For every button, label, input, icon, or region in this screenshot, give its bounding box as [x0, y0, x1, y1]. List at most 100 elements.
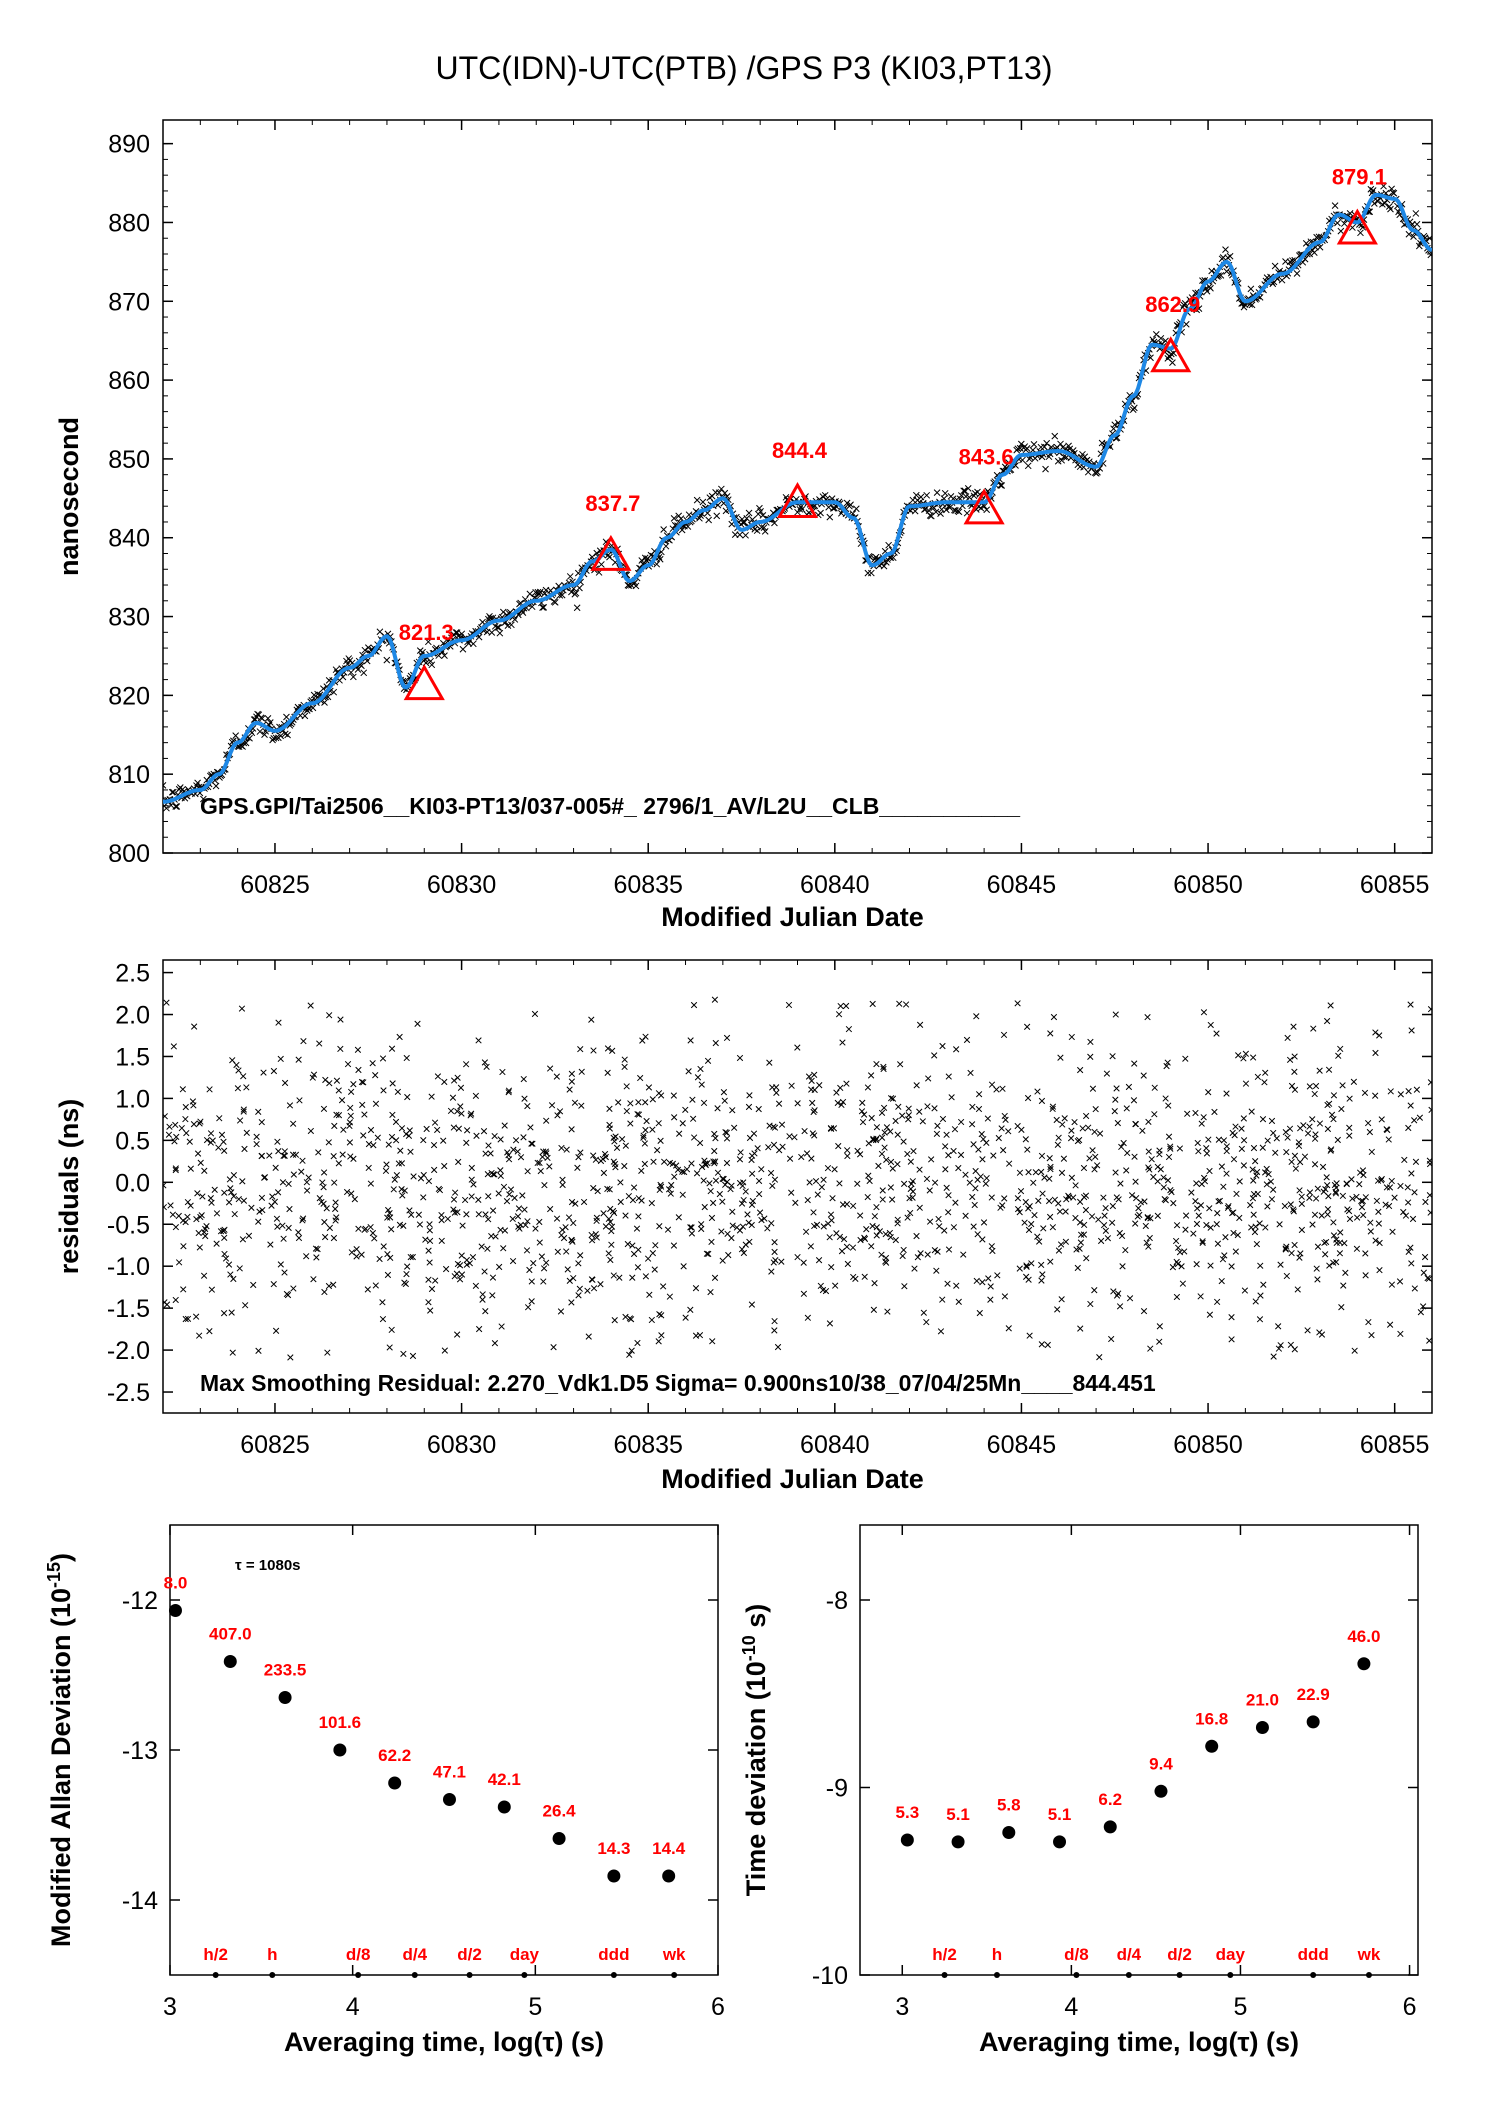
mdev-period-dot: [610, 1972, 617, 1978]
residual-point: [737, 1149, 744, 1156]
residual-point: [625, 1192, 632, 1200]
residual-point: [364, 1286, 371, 1293]
residual-point: [675, 1214, 682, 1221]
residual-point: [639, 1037, 646, 1044]
residual-point: [386, 1214, 394, 1221]
residual-point: [829, 1195, 836, 1202]
mdev-ytick-label: -12: [122, 1587, 158, 1615]
residual-point: [1322, 1185, 1329, 1193]
residual-point: [248, 1204, 255, 1211]
tdev-xlabel: Averaging time, log(τ) (s): [979, 2027, 1299, 2057]
residual-point: [630, 1184, 638, 1191]
residual-point: [1349, 1195, 1356, 1202]
residual-point: [973, 1277, 980, 1285]
tdev-period-dot: [1125, 1972, 1132, 1978]
residual-point: [1321, 1239, 1328, 1247]
residual-point: [1133, 1194, 1140, 1202]
residual-point: [1425, 1275, 1432, 1282]
residual-point: [570, 1219, 577, 1227]
residual-point: [714, 1169, 722, 1176]
residual-point: [592, 1156, 599, 1163]
residual-point: [1254, 1073, 1262, 1081]
residual-point: [550, 1344, 557, 1351]
residual-point: [661, 1158, 668, 1165]
residual-point: [604, 1185, 611, 1193]
residual-point: [714, 1105, 721, 1112]
residual-point: [517, 1154, 525, 1161]
residual-point: [1359, 1197, 1366, 1205]
residual-point: [1330, 1092, 1338, 1099]
residual-point: [270, 1280, 277, 1288]
residual-point: [280, 1152, 287, 1160]
residual-point: [372, 1072, 379, 1079]
residual-point: [403, 1130, 410, 1138]
residual-point: [1182, 1055, 1189, 1062]
residual-point: [1221, 1252, 1228, 1259]
residual-point: [1156, 1338, 1163, 1345]
residual-point: [590, 1285, 598, 1292]
residual-point: [1055, 1247, 1063, 1254]
residual-point: [426, 1237, 434, 1245]
residual-point: [794, 1253, 801, 1261]
residual-point: [353, 1246, 360, 1253]
residual-point: [1283, 1272, 1290, 1280]
residual-point: [1350, 1078, 1358, 1085]
residual-point: [299, 1217, 306, 1224]
residual-point: [859, 1118, 867, 1126]
residual-point: [1298, 1193, 1305, 1200]
mdev-data-point: [442, 1793, 456, 1806]
mdev-xtick-label: 6: [711, 1993, 725, 2021]
tdev-period-label: ddd: [1298, 1945, 1329, 1964]
residual-point: [190, 1102, 197, 1109]
residual-point: [1332, 1190, 1340, 1197]
residual-point: [1259, 1116, 1267, 1123]
residual-point: [290, 1285, 297, 1292]
residual-point: [1156, 1147, 1163, 1154]
residual-point: [1427, 1209, 1432, 1216]
residual-point: [764, 1225, 771, 1232]
residual-point: [1205, 1136, 1212, 1143]
measurement-point: [1060, 453, 1068, 461]
residual-point: [957, 1151, 965, 1159]
residual-point: [457, 1103, 464, 1110]
residual-point: [441, 1347, 448, 1354]
residual-point: [307, 1127, 315, 1135]
residual-point: [1372, 1092, 1379, 1099]
residual-point: [728, 1234, 735, 1242]
residual-point: [1025, 1169, 1032, 1176]
residual-point: [1328, 1111, 1336, 1118]
residual-point: [1001, 1112, 1008, 1120]
residuals-xtick-label: 60840: [800, 1431, 870, 1459]
residual-point: [325, 1139, 332, 1146]
residual-point: [1322, 1251, 1329, 1258]
residual-point: [203, 1136, 211, 1144]
residual-point: [817, 1282, 824, 1290]
residual-point: [516, 1225, 523, 1232]
residual-point: [869, 1000, 876, 1008]
residual-point: [1002, 1116, 1009, 1123]
measurement-point: [1369, 187, 1377, 194]
tdev-data-point: [1103, 1820, 1117, 1834]
residual-point: [705, 1250, 712, 1258]
residual-point: [239, 1178, 246, 1185]
measurement-point: [536, 588, 544, 596]
residual-point: [835, 1142, 842, 1150]
residual-point: [746, 1092, 753, 1099]
residual-point: [610, 1209, 618, 1217]
residual-point: [536, 1218, 543, 1226]
residual-point: [221, 1147, 228, 1154]
residual-point: [754, 1145, 761, 1152]
residual-point: [524, 1304, 532, 1311]
residual-point: [272, 1327, 280, 1334]
residual-point: [615, 1099, 622, 1106]
measurement-point: [242, 739, 250, 747]
residual-point: [1286, 1125, 1294, 1132]
measurement-point: [1131, 404, 1138, 412]
residual-point: [708, 1238, 715, 1246]
residual-point: [1322, 1238, 1330, 1246]
residual-point: [515, 1223, 522, 1230]
residual-point: [1131, 1153, 1138, 1160]
residual-point: [472, 1092, 480, 1100]
residual-point: [687, 1306, 694, 1313]
residual-point: [931, 1247, 939, 1254]
